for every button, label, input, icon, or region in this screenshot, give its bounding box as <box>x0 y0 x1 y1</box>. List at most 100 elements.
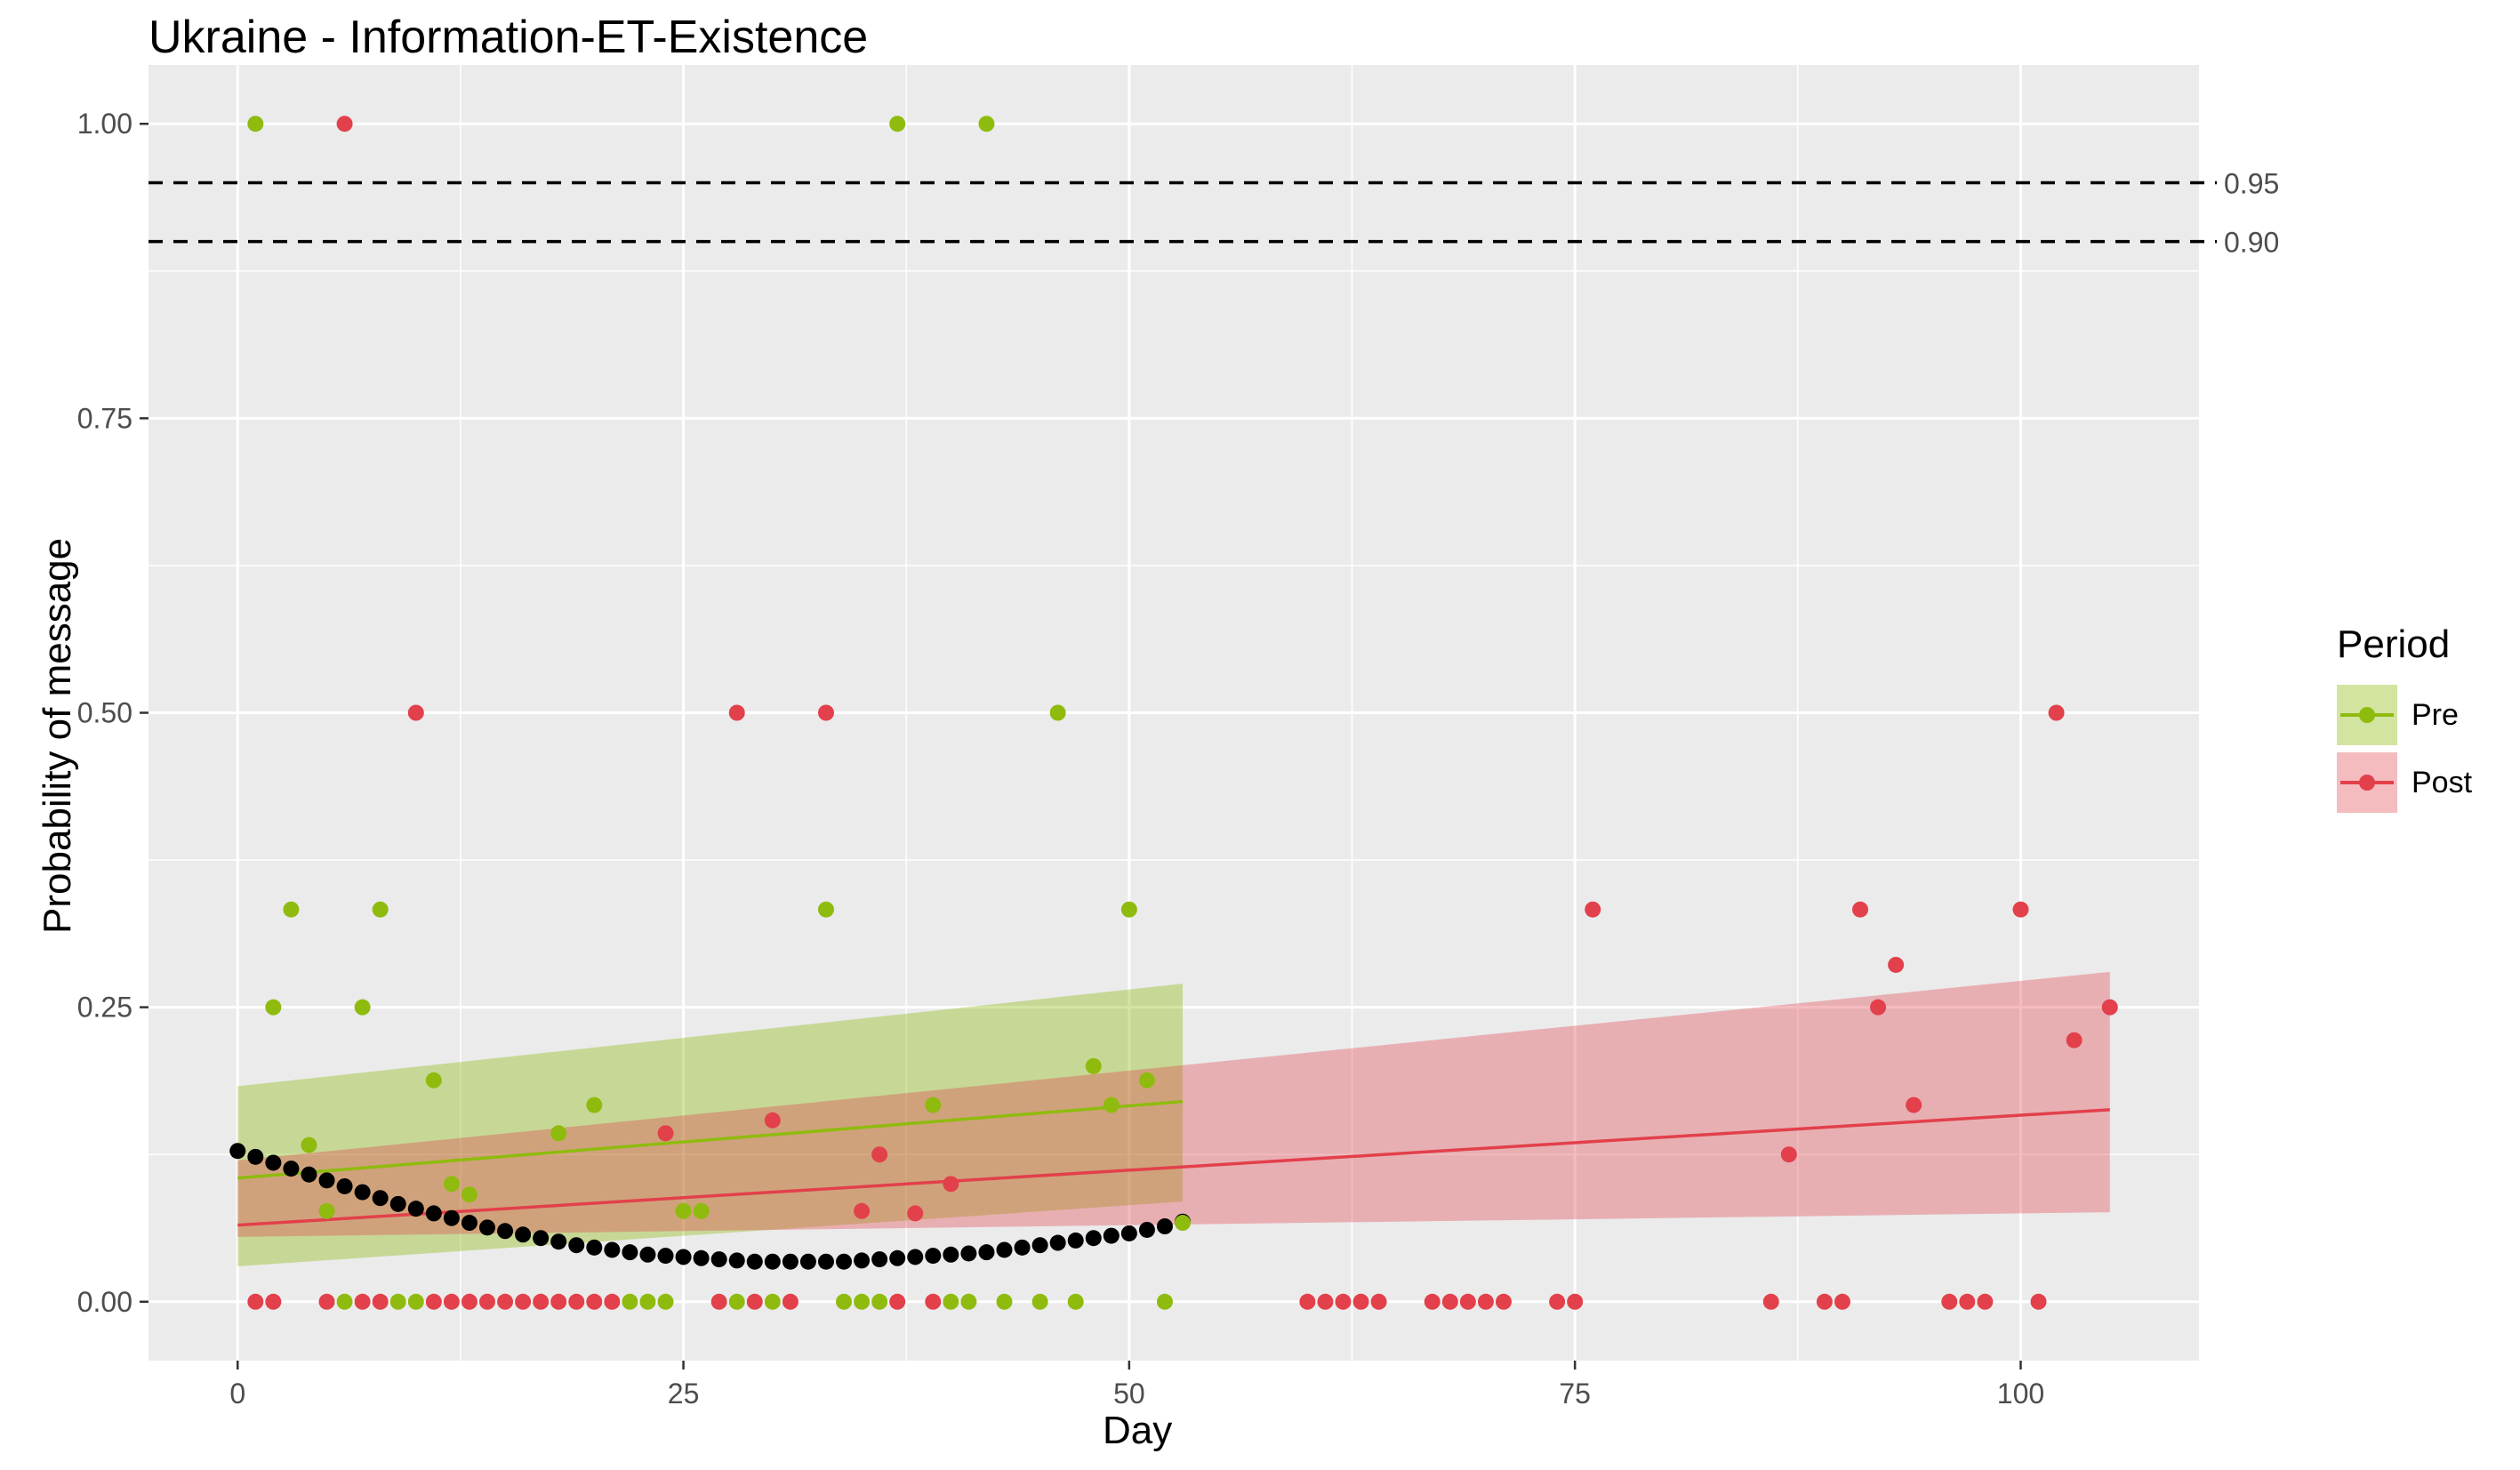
trend-point <box>497 1223 514 1240</box>
legend: Period Pre Post <box>2337 623 2472 818</box>
data-point-post <box>2048 704 2065 721</box>
data-point-post <box>1424 1293 1441 1310</box>
data-point-pre <box>586 1096 603 1113</box>
data-point-post <box>1888 956 1905 973</box>
y-tick-label: 0.50 <box>77 697 132 729</box>
trend-point <box>407 1201 424 1217</box>
data-point-pre <box>425 1072 442 1088</box>
data-point-post <box>657 1125 674 1142</box>
data-point-post <box>1816 1293 1833 1310</box>
trend-point <box>907 1249 924 1265</box>
data-point-post <box>1441 1293 1458 1310</box>
data-point-post <box>425 1293 442 1310</box>
trend-point <box>693 1249 710 1266</box>
x-tick-label: 75 <box>1559 1378 1591 1410</box>
trend-point <box>354 1184 371 1201</box>
data-point-pre <box>854 1293 871 1310</box>
data-point-post <box>907 1205 924 1222</box>
trend-point <box>372 1190 389 1207</box>
data-point-post <box>710 1293 727 1310</box>
trend-point <box>960 1245 977 1262</box>
data-point-pre <box>675 1202 692 1219</box>
data-point-pre <box>925 1096 942 1113</box>
trend-point <box>710 1251 727 1268</box>
trend-point <box>871 1251 888 1268</box>
data-point-post <box>550 1293 567 1310</box>
data-point-post <box>1459 1293 1476 1310</box>
data-point-post <box>1977 1293 1994 1310</box>
data-point-post <box>1352 1293 1369 1310</box>
trend-point <box>978 1244 995 1261</box>
data-point-post <box>533 1293 550 1310</box>
trend-point <box>799 1253 816 1270</box>
trend-point <box>1031 1237 1048 1254</box>
trend-point <box>854 1252 871 1269</box>
data-point-pre <box>1085 1057 1102 1074</box>
data-point-post <box>407 704 424 721</box>
trend-point <box>817 1253 834 1270</box>
data-point-pre <box>336 1293 353 1310</box>
data-point-post <box>265 1293 282 1310</box>
data-point-post <box>443 1293 460 1310</box>
data-point-pre <box>657 1293 674 1310</box>
legend-label-post: Post <box>2412 765 2473 799</box>
data-point-post <box>568 1293 585 1310</box>
reference-line-label: 0.90 <box>2224 227 2279 259</box>
data-point-pre <box>318 1202 335 1219</box>
data-point-post <box>1317 1293 1334 1310</box>
legend-title: Period <box>2337 623 2451 666</box>
trend-point <box>1120 1225 1137 1241</box>
legend-key-pre <box>2337 685 2397 745</box>
data-point-post <box>2066 1032 2083 1048</box>
data-point-post <box>1941 1293 1958 1310</box>
data-point-post <box>1370 1293 1387 1310</box>
data-point-pre <box>728 1293 745 1310</box>
trend-point <box>1067 1232 1084 1249</box>
trend-point <box>478 1219 495 1236</box>
trend-point <box>443 1209 460 1226</box>
data-point-post <box>1549 1293 1566 1310</box>
trend-point <box>318 1172 335 1189</box>
legend-item-post: Post <box>2337 751 2472 815</box>
data-point-post <box>586 1293 603 1310</box>
trend-point <box>515 1226 532 1243</box>
trend-point <box>586 1239 603 1256</box>
data-point-post <box>1906 1096 1922 1113</box>
trend-point <box>1085 1230 1102 1247</box>
y-tick-label: 0.75 <box>77 402 132 434</box>
data-point-post <box>1852 901 1869 918</box>
trend-point <box>889 1249 906 1266</box>
data-point-post <box>889 1293 906 1310</box>
trend-point <box>336 1177 353 1194</box>
trend-point <box>836 1253 853 1270</box>
data-point-post <box>354 1293 371 1310</box>
data-point-pre <box>354 999 371 1016</box>
data-point-pre <box>389 1293 406 1310</box>
trend-point <box>675 1249 692 1265</box>
trend-point <box>657 1248 674 1265</box>
data-point-post <box>1780 1146 1797 1163</box>
data-point-post <box>1834 1293 1850 1310</box>
trend-point <box>283 1161 300 1177</box>
data-point-post <box>497 1293 514 1310</box>
trend-point <box>568 1237 585 1254</box>
data-point-pre <box>836 1293 853 1310</box>
x-tick-label: 25 <box>668 1378 700 1410</box>
trend-point <box>533 1230 550 1247</box>
data-point-post <box>817 704 834 721</box>
trend-point <box>925 1248 942 1265</box>
data-point-pre <box>960 1293 977 1310</box>
trend-point <box>229 1143 246 1160</box>
data-point-post <box>871 1146 888 1163</box>
trend-point <box>1156 1218 1173 1235</box>
trend-point <box>622 1244 638 1261</box>
legend-label-pre: Pre <box>2412 697 2459 732</box>
data-point-pre <box>1067 1293 1084 1310</box>
data-point-pre <box>1031 1293 1048 1310</box>
data-point-pre <box>639 1293 656 1310</box>
data-point-post <box>2101 999 2118 1016</box>
data-point-post <box>1335 1293 1352 1310</box>
data-point-pre <box>443 1176 460 1193</box>
data-point-pre <box>978 116 995 133</box>
data-point-pre <box>461 1186 478 1203</box>
